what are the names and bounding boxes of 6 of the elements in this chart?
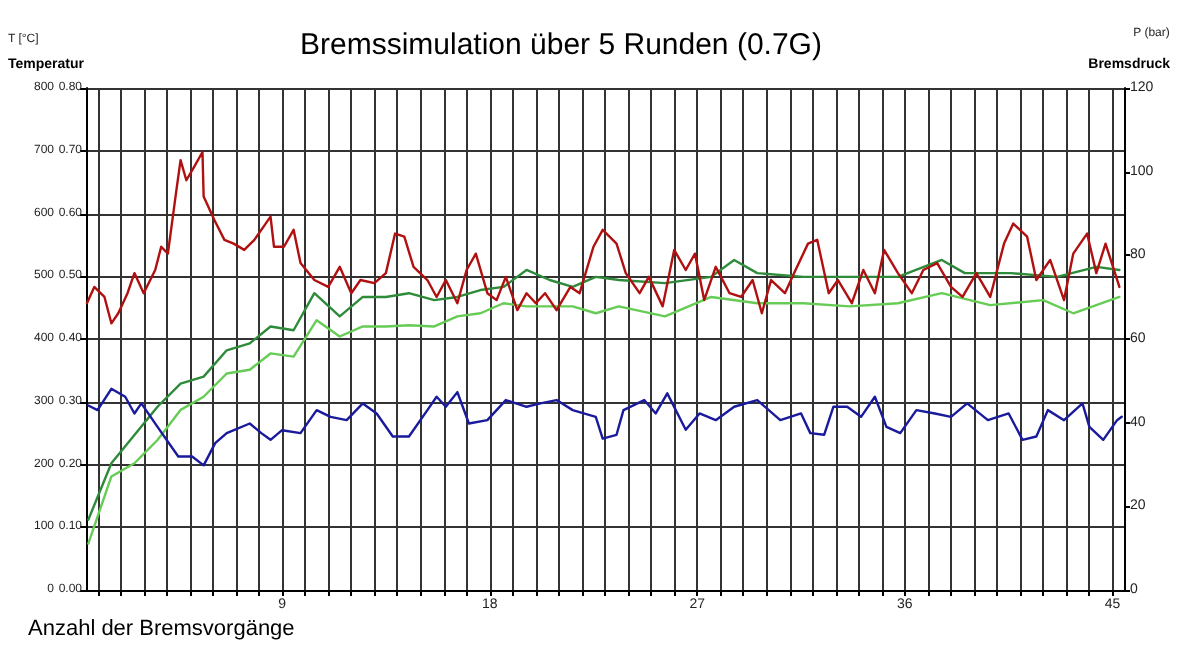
x-axis-title: Anzahl der Bremsvorgänge xyxy=(28,617,295,641)
line-series xyxy=(87,387,1123,467)
line-series xyxy=(87,258,1121,521)
line-series xyxy=(87,291,1121,545)
chart-title: Bremssimulation über 5 Runden (0.7G) xyxy=(300,28,822,62)
line-series xyxy=(85,150,1121,325)
